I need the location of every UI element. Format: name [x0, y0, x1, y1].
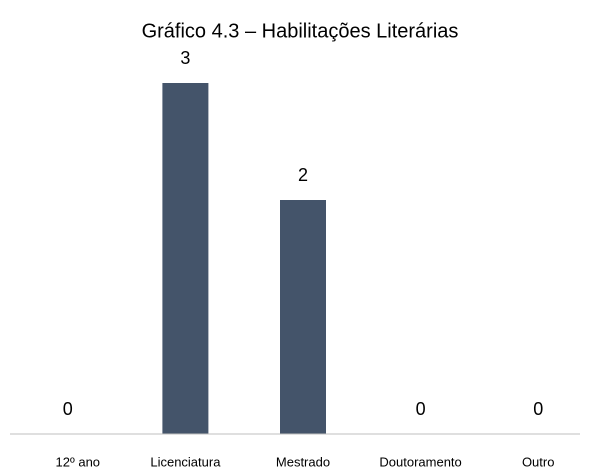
x-tick-label: Licenciatura [150, 454, 221, 469]
x-tick-label: Mestrado [276, 454, 330, 469]
chart-title: Gráfico 4.3 – Habilitações Literárias [142, 20, 459, 42]
bar [280, 200, 326, 434]
data-label: 2 [298, 165, 308, 185]
x-tick-label: 12º ano [56, 454, 101, 469]
data-label: 3 [180, 48, 190, 68]
data-label: 0 [63, 399, 73, 419]
data-label: 0 [416, 399, 426, 419]
x-tick-label: Outro [522, 454, 555, 469]
bar [162, 83, 209, 434]
data-label: 0 [533, 399, 543, 419]
x-tick-label: Doutoramento [379, 454, 461, 469]
